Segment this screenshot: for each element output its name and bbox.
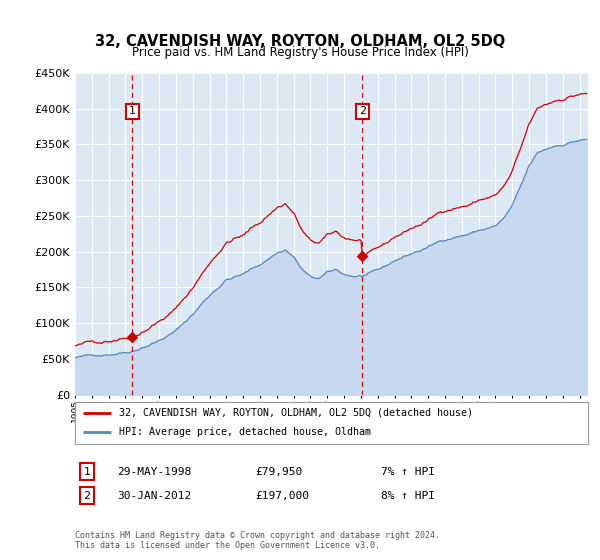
Text: 30-JAN-2012: 30-JAN-2012 xyxy=(117,491,191,501)
Text: 7% ↑ HPI: 7% ↑ HPI xyxy=(381,466,435,477)
Text: 2: 2 xyxy=(83,491,91,501)
Point xyxy=(358,251,367,260)
Text: 32, CAVENDISH WAY, ROYTON, OLDHAM, OL2 5DQ (detached house): 32, CAVENDISH WAY, ROYTON, OLDHAM, OL2 5… xyxy=(119,408,473,418)
Text: 2: 2 xyxy=(359,106,366,116)
Text: 32, CAVENDISH WAY, ROYTON, OLDHAM, OL2 5DQ: 32, CAVENDISH WAY, ROYTON, OLDHAM, OL2 5… xyxy=(95,34,505,49)
Text: This data is licensed under the Open Government Licence v3.0.: This data is licensed under the Open Gov… xyxy=(75,542,380,550)
Text: 8% ↑ HPI: 8% ↑ HPI xyxy=(381,491,435,501)
Text: £197,000: £197,000 xyxy=(255,491,309,501)
Text: 29-MAY-1998: 29-MAY-1998 xyxy=(117,466,191,477)
Text: HPI: Average price, detached house, Oldham: HPI: Average price, detached house, Oldh… xyxy=(119,427,371,437)
Text: £79,950: £79,950 xyxy=(255,466,302,477)
Text: Price paid vs. HM Land Registry's House Price Index (HPI): Price paid vs. HM Land Registry's House … xyxy=(131,45,469,59)
Text: 1: 1 xyxy=(83,466,91,477)
Text: 1: 1 xyxy=(129,106,136,116)
Text: Contains HM Land Registry data © Crown copyright and database right 2024.: Contains HM Land Registry data © Crown c… xyxy=(75,531,440,540)
Point xyxy=(128,333,137,342)
